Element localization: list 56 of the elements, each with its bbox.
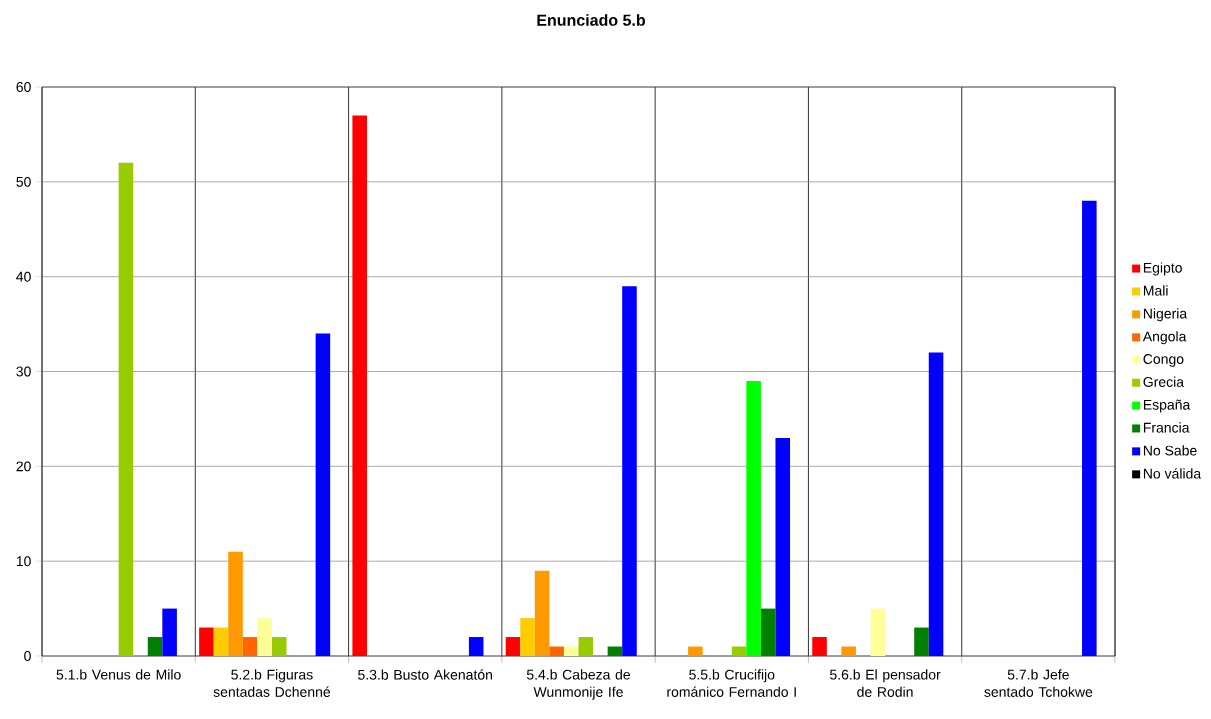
bar: [870, 608, 886, 656]
bar: [688, 646, 703, 656]
bar: [162, 608, 177, 656]
bar: [534, 570, 550, 656]
bar: [775, 437, 791, 656]
bar: [147, 637, 163, 656]
y-tick-label: 30: [16, 366, 31, 377]
legend-label: No Sabe: [1143, 445, 1197, 456]
y-tick-label: 0: [24, 651, 31, 661]
bar: [228, 551, 243, 656]
bar: [841, 646, 856, 656]
bar: [315, 333, 331, 656]
x-tick-label: 5.3.b Busto Akenatón: [358, 669, 493, 680]
legend-label: Angola: [1142, 331, 1187, 345]
bar: [731, 646, 747, 656]
bar: [468, 637, 484, 656]
legend-label: Egipto: [1143, 262, 1182, 276]
x-tick-label: 5.1.b Venus de Milo: [56, 669, 181, 680]
bar: [352, 115, 367, 656]
x-tick-label: 5.4.b Cabeza de Wunmonije Ife: [526, 669, 630, 700]
x-tick-label: 5.6.b El pensador de Rodin: [829, 669, 941, 697]
bar: [271, 637, 287, 656]
bar: [257, 618, 272, 656]
legend-label: Mali: [1143, 285, 1168, 296]
bar: [746, 380, 761, 656]
bar: [622, 286, 637, 656]
legend-label: Francia: [1143, 422, 1190, 433]
bar: [812, 637, 827, 656]
legend-label: Grecia: [1143, 376, 1185, 387]
bar: [914, 627, 929, 656]
legend-label: Nigeria: [1143, 308, 1188, 322]
x-tick-label: 5.2.b Figuras sentadas Dchenné: [213, 669, 331, 697]
bar: [549, 646, 564, 656]
bar: [1082, 200, 1097, 656]
bar: [118, 162, 134, 656]
chart-title: Enunciado 5.b: [537, 14, 646, 26]
bar: [607, 646, 623, 656]
bar: [578, 637, 594, 656]
bar: [760, 608, 776, 656]
y-tick-label: 20: [16, 461, 31, 472]
bar: [242, 637, 258, 656]
bar: [928, 352, 944, 656]
bar: [563, 646, 579, 656]
bar: [199, 627, 214, 656]
bar: [505, 637, 521, 656]
bar: [520, 618, 535, 656]
y-tick-label: 60: [16, 82, 31, 92]
y-tick-label: 10: [16, 556, 31, 567]
legend-label: No válida: [1143, 468, 1202, 479]
legend-label: España: [1143, 399, 1191, 413]
x-tick-label: 5.7.b Jefe sentado Tchokwe: [984, 669, 1093, 697]
y-tick-label: 40: [16, 271, 31, 282]
x-tick-label: 5.5.b Crucifijo románico Fernando I: [667, 669, 796, 697]
y-tick-label: 50: [16, 176, 31, 187]
legend-label: Congo: [1143, 354, 1184, 367]
bar: [213, 627, 229, 656]
